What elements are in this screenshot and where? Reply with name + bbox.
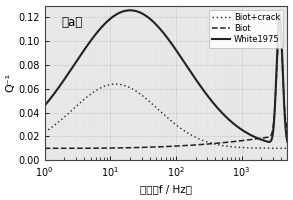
White1975 <box>146 16 150 19</box>
White1975 <box>267 141 271 143</box>
Biot <box>43 147 47 150</box>
Legend: Biot+crack, Biot, White1975: Biot+crack, Biot, White1975 <box>209 10 283 48</box>
White1975 <box>128 9 132 12</box>
Biot+crack <box>136 91 140 94</box>
Biot <box>136 146 139 149</box>
White1975 <box>255 137 258 139</box>
Biot <box>278 27 282 30</box>
Biot <box>85 147 88 149</box>
White1975 <box>281 71 285 74</box>
Biot+crack <box>281 147 285 150</box>
Biot+crack <box>146 99 150 102</box>
Line: Biot+crack: Biot+crack <box>45 84 287 148</box>
X-axis label: 频率（f / Hz）: 频率（f / Hz） <box>140 184 192 194</box>
Biot+crack <box>286 147 289 150</box>
Biot+crack <box>255 147 258 149</box>
White1975 <box>286 141 289 143</box>
Biot <box>286 130 289 132</box>
Biot <box>71 147 74 150</box>
Biot+crack <box>85 96 88 98</box>
Y-axis label: Q⁻¹: Q⁻¹ <box>6 73 16 92</box>
Biot+crack <box>43 131 47 133</box>
Biot <box>146 146 150 148</box>
White1975 <box>71 66 74 69</box>
Biot+crack <box>71 109 74 111</box>
Biot <box>255 138 258 140</box>
Biot <box>281 73 285 75</box>
White1975 <box>136 10 140 13</box>
Biot+crack <box>114 83 117 85</box>
White1975 <box>85 45 88 47</box>
White1975 <box>43 104 47 107</box>
Line: White1975: White1975 <box>45 10 287 142</box>
Text: （a）: （a） <box>62 16 83 29</box>
Line: Biot: Biot <box>45 28 287 148</box>
